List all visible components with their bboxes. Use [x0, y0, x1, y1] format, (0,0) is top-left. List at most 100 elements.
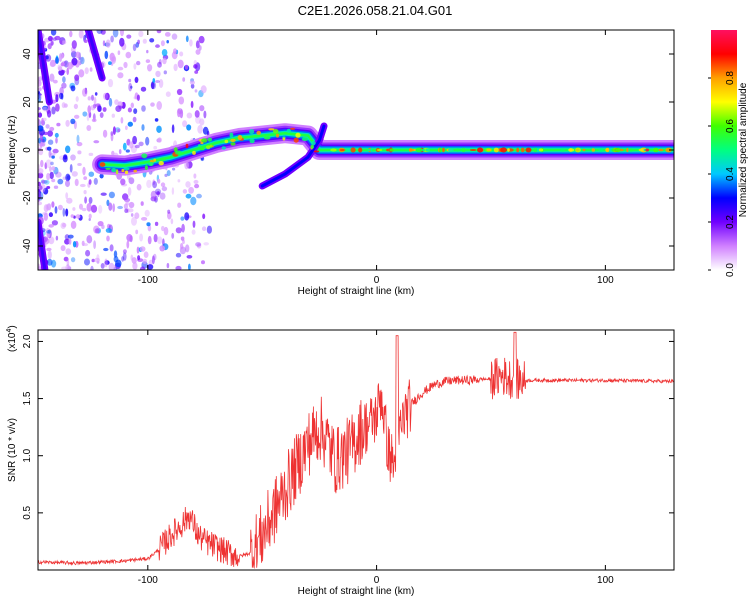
- spectrogram-noise-cell: [77, 56, 84, 63]
- spectrogram-noise-cell: [45, 159, 52, 168]
- snr-y-axis-label: SNR (10 * v/v): [7, 418, 18, 482]
- spectrogram-peak-cell: [237, 134, 243, 141]
- spectrogram-noise-cell: [153, 145, 158, 150]
- spectrogram-noise-cell: [84, 196, 87, 204]
- spectrogram-peak-cell: [249, 129, 255, 135]
- spectrogram-noise-cell: [93, 177, 98, 185]
- spectrogram-noise-cell: [176, 88, 183, 96]
- spectrogram-noise-cell: [62, 76, 66, 83]
- spectrogram-noise-cell: [68, 238, 72, 245]
- spectrogram-noise-cell: [140, 86, 147, 92]
- spectrogram-noise-cell: [152, 181, 158, 189]
- spectrogram-peak-cell: [295, 132, 301, 138]
- spectrogram-noise-cell: [151, 255, 155, 265]
- spectrogram-noise-cell: [54, 56, 60, 65]
- spectrogram-noise-cell: [177, 59, 184, 69]
- spectrogram-noise-cell: [196, 193, 202, 199]
- snr-panel: -100 0 100 0.5 1.0 1.5 2.0 Height of straight…: [6, 325, 675, 597]
- spectrogram-noise-cell: [150, 190, 157, 199]
- snr-y-scale-suffix: ): [7, 325, 18, 328]
- spectrogram-noise-cell: [61, 40, 67, 45]
- spectrogram-noise-cell: [70, 214, 75, 218]
- spectrogram-noise-cell: [121, 256, 125, 262]
- spectrogram-noise-cell: [191, 229, 196, 235]
- spectrogram-noise-cell: [51, 178, 56, 183]
- spectrogram-noise-cell: [38, 94, 42, 103]
- spectrogram-noise-cell: [59, 92, 64, 100]
- spectrogram-peak-cell: [525, 147, 532, 153]
- spectrogram-noise-cell: [202, 213, 206, 220]
- spectrogram-noise-cell: [38, 110, 41, 114]
- spectrogram-noise-cell: [136, 94, 140, 101]
- spectrogram-noise-cell: [201, 226, 207, 231]
- spectrogram-noise-cell: [124, 208, 129, 213]
- spectrogram-noise-cell: [65, 264, 71, 270]
- spectrogram-noise-cell: [144, 209, 150, 217]
- spectrogram-noise-cell: [99, 112, 104, 118]
- spectrogram-noise-cell: [51, 106, 56, 115]
- spectrogram-y-ticks: -40 -20 0 20 40: [22, 48, 674, 253]
- spectrogram-peak-cell: [230, 142, 236, 146]
- spectrogram-peak-cell: [123, 167, 130, 171]
- spectrogram-noise-cell: [190, 100, 194, 109]
- spectrogram-noise-cell: [157, 191, 160, 197]
- spectrogram-noise-cell: [112, 30, 119, 38]
- colorbar-tick-label: 0.2: [725, 215, 736, 229]
- spectrogram-noise-cell: [38, 185, 43, 190]
- spectrogram-noise-cell: [186, 254, 193, 259]
- spectrogram-noise-cell: [186, 124, 192, 131]
- snr-y-tick-label: 1.5: [22, 391, 33, 405]
- spectrogram-noise-cell: [130, 145, 137, 154]
- spectrogram-noise-cell: [108, 202, 113, 211]
- snr-plot-frame: [37, 329, 675, 571]
- spectrogram-noise-cell: [189, 80, 195, 85]
- spectrogram-peak-cell: [507, 148, 510, 152]
- spectrogram-noise-cell: [181, 223, 185, 233]
- spectrogram-noise-cell: [84, 258, 90, 266]
- spectrogram-peak-cell: [286, 128, 291, 133]
- spectrogram-peak-cell: [330, 148, 337, 152]
- spectrogram-noise-cell: [51, 220, 59, 226]
- spectrogram-noise-cell: [117, 72, 124, 79]
- spectrogram-noise-cell: [90, 105, 96, 111]
- spectrogram-peak-cell: [455, 148, 460, 152]
- spectrogram-noise-cell: [108, 262, 115, 270]
- spectrogram-noise-cell: [155, 44, 160, 48]
- spectrogram-noise-cell: [66, 67, 69, 76]
- spectrogram-noise-cell: [139, 246, 146, 252]
- spectrogram-noise-cell: [194, 110, 200, 118]
- spectrogram-noise-cell: [82, 166, 86, 176]
- spectrogram-noise-cell: [106, 235, 110, 242]
- spectrogram-noise-cell: [93, 140, 100, 144]
- spectrogram-peak-cell: [658, 148, 664, 152]
- spectrogram-noise-cell: [177, 108, 183, 115]
- spectrogram-peak-cell: [313, 150, 320, 153]
- spectrogram-noise-cell: [48, 224, 54, 228]
- colorbar-ticks: 0.0 0.2 0.4 0.6 0.8: [708, 71, 736, 277]
- spectrogram-noise-cell: [65, 119, 70, 127]
- spectrogram-noise-cell: [65, 192, 69, 200]
- spectrogram-noise-cell: [125, 125, 128, 131]
- spectrogram-x-axis-label: Height of straight line (km): [298, 286, 415, 297]
- spectrogram-x-ticks: -100 0 100: [138, 30, 614, 286]
- snr-y-scale-exponent: 4: [6, 329, 13, 333]
- spectrogram-peak-cell: [376, 149, 383, 151]
- spectrogram-noise-cell: [75, 51, 80, 59]
- spectrogram-noise-cell: [39, 141, 43, 150]
- spectrogram-noise-cell: [159, 245, 165, 252]
- spectrogram-x-tick-label: 100: [597, 275, 614, 286]
- snr-y-scale-label: (x104): [6, 325, 18, 352]
- spectrogram-noise-cell: [102, 40, 106, 47]
- spectrogram-noise-cell: [42, 106, 48, 112]
- spectrogram-peak-cell: [229, 132, 234, 138]
- spectrogram-noise-cell: [141, 217, 148, 221]
- snr-x-axis-label: Height of straight line (km): [298, 586, 415, 597]
- spectrogram-noise-cell: [60, 245, 66, 252]
- spectrogram-peak-cell: [389, 148, 395, 152]
- spectrogram-peak-cell: [301, 137, 309, 142]
- spectrogram-noise-cell: [158, 59, 162, 65]
- spectrogram-peak-cell: [477, 147, 483, 153]
- spectrogram-noise-cell: [129, 142, 134, 149]
- spectrogram-noise-cell: [45, 124, 50, 129]
- spectrogram-peak-cell: [221, 146, 226, 150]
